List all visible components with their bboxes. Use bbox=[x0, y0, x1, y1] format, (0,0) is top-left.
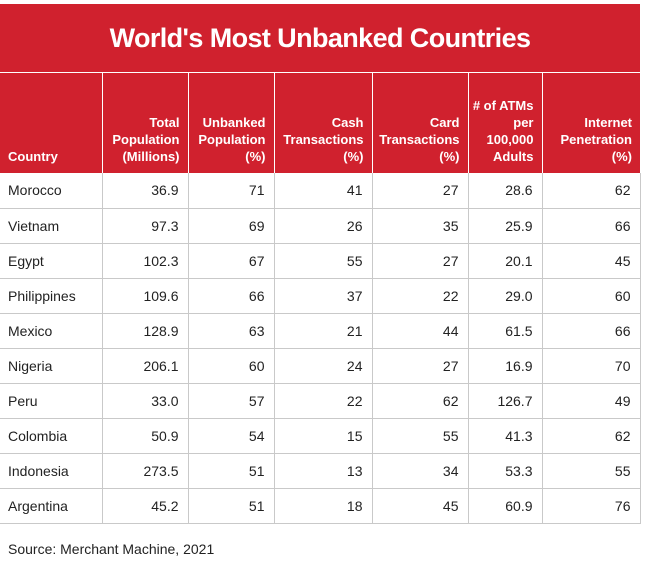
country-cell: Nigeria bbox=[0, 348, 102, 384]
value-cell: 25.9 bbox=[467, 208, 542, 244]
value-cell: 67 bbox=[187, 243, 274, 279]
country-cell: Mexico bbox=[0, 313, 102, 349]
value-cell: 69 bbox=[187, 208, 274, 244]
value-cell: 102.3 bbox=[101, 243, 188, 279]
value-cell: 273.5 bbox=[101, 453, 188, 489]
column-header: # of ATMs per 100,000 Adults bbox=[467, 73, 542, 173]
table-row: Philippines 109.6 66 37 22 29.0 60 bbox=[0, 278, 641, 314]
country-cell: Morocco bbox=[0, 173, 102, 209]
data-table: Country Total Population (Millions) Unbank… bbox=[0, 73, 641, 524]
country-cell: Vietnam bbox=[0, 208, 102, 244]
value-cell: 16.9 bbox=[467, 348, 542, 384]
value-cell: 15 bbox=[273, 418, 372, 454]
value-cell: 21 bbox=[273, 313, 372, 349]
value-cell: 97.3 bbox=[101, 208, 188, 244]
title-bar: World's Most Unbanked Countries bbox=[0, 4, 640, 73]
value-cell: 20.1 bbox=[467, 243, 542, 279]
table-row: Egypt 102.3 67 55 27 20.1 45 bbox=[0, 243, 641, 279]
value-cell: 61.5 bbox=[467, 313, 542, 349]
value-cell: 60.9 bbox=[467, 488, 542, 524]
value-cell: 71 bbox=[187, 173, 274, 209]
value-cell: 55 bbox=[541, 453, 641, 489]
value-cell: 27 bbox=[371, 173, 468, 209]
value-cell: 63 bbox=[187, 313, 274, 349]
table-header: Country Total Population (Millions) Unbank… bbox=[0, 73, 640, 173]
value-cell: 57 bbox=[187, 383, 274, 419]
value-cell: 109.6 bbox=[101, 278, 188, 314]
value-cell: 53.3 bbox=[467, 453, 542, 489]
value-cell: 60 bbox=[541, 278, 641, 314]
value-cell: 27 bbox=[371, 243, 468, 279]
value-cell: 13 bbox=[273, 453, 372, 489]
value-cell: 49 bbox=[541, 383, 641, 419]
value-cell: 35 bbox=[371, 208, 468, 244]
table-row: Mexico 128.9 63 21 44 61.5 66 bbox=[0, 313, 641, 349]
column-header: Total Population (Millions) bbox=[101, 73, 188, 173]
value-cell: 29.0 bbox=[467, 278, 542, 314]
value-cell: 70 bbox=[541, 348, 641, 384]
value-cell: 62 bbox=[541, 418, 641, 454]
value-cell: 33.0 bbox=[101, 383, 188, 419]
country-cell: Egypt bbox=[0, 243, 102, 279]
table-row: Nigeria 206.1 60 24 27 16.9 70 bbox=[0, 348, 641, 384]
value-cell: 55 bbox=[371, 418, 468, 454]
value-cell: 206.1 bbox=[101, 348, 188, 384]
column-header: Unbanked Population (%) bbox=[187, 73, 274, 173]
table-row: Peru 33.0 57 22 62 126.7 49 bbox=[0, 383, 641, 419]
country-cell: Philippines bbox=[0, 278, 102, 314]
value-cell: 22 bbox=[273, 383, 372, 419]
table-row: Argentina 45.2 51 18 45 60.9 76 bbox=[0, 488, 641, 524]
table-body: Morocco 36.9 71 41 27 28.6 62 Vietnam 97.3 69 26 35… bbox=[0, 173, 641, 524]
value-cell: 28.6 bbox=[467, 173, 542, 209]
value-cell: 76 bbox=[541, 488, 641, 524]
value-cell: 51 bbox=[187, 488, 274, 524]
value-cell: 26 bbox=[273, 208, 372, 244]
value-cell: 54 bbox=[187, 418, 274, 454]
value-cell: 36.9 bbox=[101, 173, 188, 209]
value-cell: 41 bbox=[273, 173, 372, 209]
value-cell: 66 bbox=[541, 313, 641, 349]
value-cell: 45 bbox=[541, 243, 641, 279]
value-cell: 24 bbox=[273, 348, 372, 384]
table-row: Indonesia 273.5 51 13 34 53.3 55 bbox=[0, 453, 641, 489]
table-row: Colombia 50.9 54 15 55 41.3 62 bbox=[0, 418, 641, 454]
country-cell: Colombia bbox=[0, 418, 102, 454]
value-cell: 41.3 bbox=[467, 418, 542, 454]
country-cell: Argentina bbox=[0, 488, 102, 524]
value-cell: 50.9 bbox=[101, 418, 188, 454]
chart-title: World's Most Unbanked Countries bbox=[109, 22, 531, 53]
table-row: Morocco 36.9 71 41 27 28.6 62 bbox=[0, 173, 641, 209]
value-cell: 62 bbox=[541, 173, 641, 209]
value-cell: 44 bbox=[371, 313, 468, 349]
column-header: Cash Transactions (%) bbox=[273, 73, 372, 173]
value-cell: 51 bbox=[187, 453, 274, 489]
table-row: Vietnam 97.3 69 26 35 25.9 66 bbox=[0, 208, 641, 244]
country-cell: Peru bbox=[0, 383, 102, 419]
value-cell: 45.2 bbox=[101, 488, 188, 524]
value-cell: 18 bbox=[273, 488, 372, 524]
value-cell: 22 bbox=[371, 278, 468, 314]
value-cell: 126.7 bbox=[467, 383, 542, 419]
column-header: Internet Penetration (%) bbox=[541, 73, 640, 173]
value-cell: 27 bbox=[371, 348, 468, 384]
value-cell: 128.9 bbox=[101, 313, 188, 349]
value-cell: 55 bbox=[273, 243, 372, 279]
header-row: Country Total Population (Millions) Unbank… bbox=[0, 73, 640, 173]
column-header: Country bbox=[0, 73, 102, 173]
table-container: World's Most Unbanked Countries Country T… bbox=[0, 4, 641, 524]
country-cell: Indonesia bbox=[0, 453, 102, 489]
value-cell: 60 bbox=[187, 348, 274, 384]
value-cell: 66 bbox=[541, 208, 641, 244]
value-cell: 62 bbox=[371, 383, 468, 419]
value-cell: 37 bbox=[273, 278, 372, 314]
value-cell: 45 bbox=[371, 488, 468, 524]
source-note: Source: Merchant Machine, 2021 bbox=[8, 541, 215, 557]
value-cell: 34 bbox=[371, 453, 468, 489]
column-header: Card Transactions (%) bbox=[371, 73, 468, 173]
value-cell: 66 bbox=[187, 278, 274, 314]
